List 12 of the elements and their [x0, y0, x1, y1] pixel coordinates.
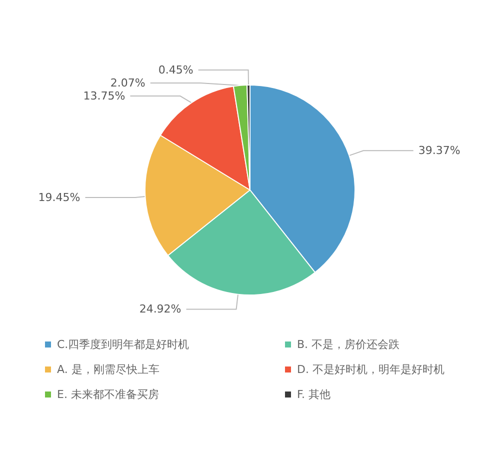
legend-label: E. 未来都不准备买房: [57, 388, 159, 401]
legend-label: D. 不是好时机，明年是好时机: [297, 363, 444, 376]
data-label: 24.92%: [139, 302, 182, 316]
data-label: 39.37%: [418, 144, 460, 158]
legend-label: C.四季度到明年都是好时机: [57, 338, 190, 351]
legend-label: B. 不是，房价还会跌: [297, 338, 400, 351]
legend-label: F. 其他: [297, 388, 331, 401]
legend-label: A. 是，刚需尽快上车: [57, 363, 160, 376]
data-label: 19.45%: [38, 190, 80, 204]
data-label: 2.07%: [110, 76, 146, 90]
data-label: 13.75%: [83, 90, 126, 103]
data-label: 0.45%: [158, 64, 194, 77]
